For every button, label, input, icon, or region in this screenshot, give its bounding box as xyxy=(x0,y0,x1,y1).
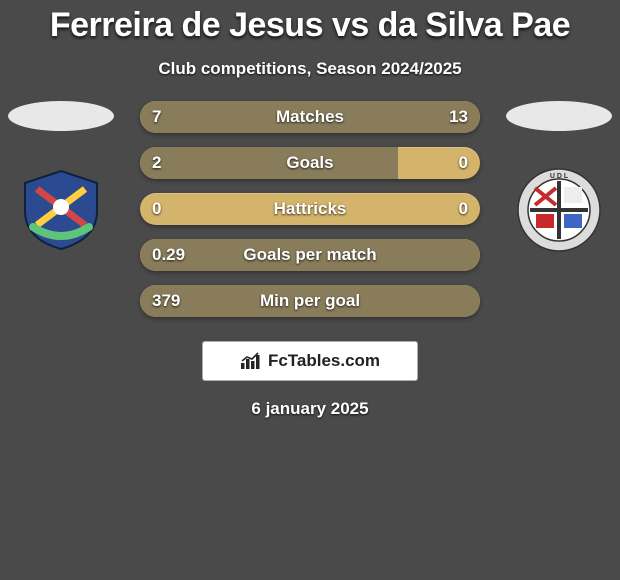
footer-date: 6 january 2025 xyxy=(0,399,620,419)
club-badge-left xyxy=(11,167,111,253)
udl-shield-icon: U D L xyxy=(516,167,602,253)
stat-label: Goals per match xyxy=(140,239,480,271)
stat-row-goals: 20Goals xyxy=(140,147,480,179)
player-right-avatar-placeholder xyxy=(506,101,612,131)
subtitle: Club competitions, Season 2024/2025 xyxy=(0,59,620,79)
stat-label: Hattricks xyxy=(140,193,480,225)
stat-bars: 713Matches 20Goals 00Hattricks 0.29Goals pe… xyxy=(140,101,480,317)
site-badge: FcTables.com xyxy=(202,341,418,381)
stat-row-goals-per-match: 0.29Goals per match xyxy=(140,239,480,271)
stat-row-hattricks: 00Hattricks xyxy=(140,193,480,225)
stat-label: Min per goal xyxy=(140,285,480,317)
stat-label: Matches xyxy=(140,101,480,133)
stat-row-min-per-goal: 379Min per goal xyxy=(140,285,480,317)
player-left-column xyxy=(6,101,116,253)
club-badge-right: U D L xyxy=(509,167,609,253)
stat-label: Goals xyxy=(140,147,480,179)
chart-icon xyxy=(240,352,262,370)
svg-text:U D L: U D L xyxy=(550,173,569,180)
stat-row-matches: 713Matches xyxy=(140,101,480,133)
gdc-shield-icon xyxy=(11,167,111,253)
player-left-avatar-placeholder xyxy=(8,101,114,131)
player-right-column: U D L xyxy=(504,101,614,253)
page-title: Ferreira de Jesus vs da Silva Pae xyxy=(0,6,620,45)
comparison-area: U D L 713Matches 20Goals 00Hattricks 0.29Go… xyxy=(0,101,620,317)
site-badge-text: FcTables.com xyxy=(268,351,380,371)
